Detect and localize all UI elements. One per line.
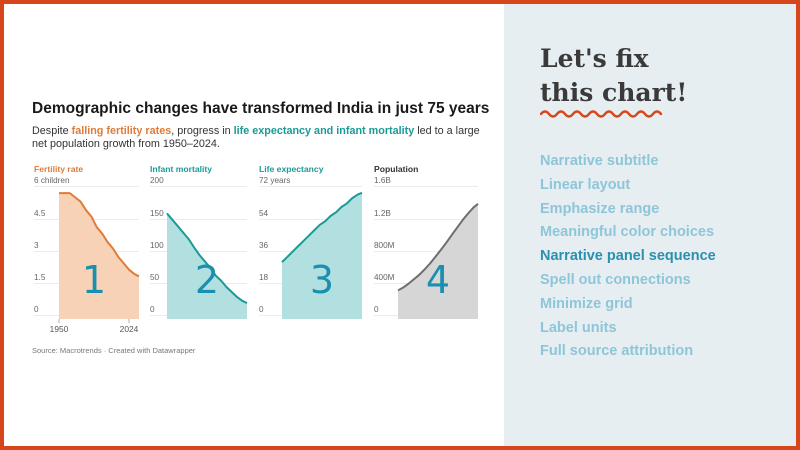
panel-1: Fertility rate 6 children 4.5 3 1.5 0 1 1950 202… <box>34 164 140 334</box>
y-tick-label: 0 <box>34 305 39 314</box>
y-tick-label: 1.6B <box>374 176 391 185</box>
series-line <box>166 212 248 304</box>
y-tick-label: 400M <box>374 273 395 282</box>
subtitle-highlight-fertility: falling fertility rates <box>71 125 172 137</box>
source-note: Source: Macrotrends · Created with Dataw… <box>32 346 196 355</box>
panel-number-annotation: 4 <box>426 258 450 302</box>
series-area <box>167 213 247 319</box>
panel-number-annotation: 3 <box>310 258 334 302</box>
checklist-item: Spell out connections <box>540 271 691 288</box>
subtitle-text-1: Despite <box>32 125 72 137</box>
series-line <box>281 191 363 263</box>
slide-heading-line-2: this chart! <box>540 78 688 107</box>
panel-2: Infant mortality 200 150 100 50 0 2 <box>150 164 248 319</box>
y-tick-label: 1.5 <box>34 273 46 282</box>
panel-3: Life expectancy 72 years 54 36 18 0 3 <box>259 164 363 319</box>
checklist-item: Minimize grid <box>540 295 633 312</box>
checklist-item: Linear layout <box>540 176 631 193</box>
y-tick-label: 100 <box>150 241 164 250</box>
x-tick-label: 2024 <box>120 324 139 334</box>
y-tick-label: 50 <box>150 273 160 282</box>
subtitle-highlight-life-mortality: life expectancy and infant mortality <box>233 125 415 137</box>
checklist-panel: Let's fix this chart! Narrative subtitle … <box>504 4 796 446</box>
y-tick-label: 800M <box>374 241 395 250</box>
series-line <box>59 192 140 278</box>
panel-title: Infant mortality <box>150 164 212 174</box>
x-tick-label: 1950 <box>50 324 69 334</box>
y-tick-label: 0 <box>150 305 155 314</box>
panel-number-annotation: 1 <box>82 258 106 302</box>
slide-heading: Let's fix this chart! <box>540 42 687 110</box>
checklist-item: Label units <box>540 319 617 336</box>
series-line <box>397 203 479 292</box>
panel-number-annotation: 2 <box>195 258 219 302</box>
y-tick-label: 54 <box>259 209 269 218</box>
y-tick-label: 6 children <box>34 176 70 185</box>
wavy-underline <box>540 110 663 118</box>
y-tick-label: 18 <box>259 273 269 282</box>
checklist: Narrative subtitle Linear layout Emphasi… <box>540 150 716 364</box>
panel-title: Fertility rate <box>34 164 83 174</box>
subtitle-text-3: led to a large net population growth fro… <box>32 125 480 150</box>
y-tick-label: 4.5 <box>34 209 46 218</box>
panel-title: Life expectancy <box>259 164 324 174</box>
chart-subtitle: Despite falling fertility rates, progres… <box>32 125 494 151</box>
checklist-item: Meaningful color choices <box>540 224 715 241</box>
y-tick-label: 150 <box>150 209 164 218</box>
checklist-item-active: Narrative panel sequence <box>540 248 716 265</box>
series-area <box>398 203 478 319</box>
series-area <box>282 192 362 319</box>
y-tick-label: 200 <box>150 176 164 185</box>
chart-title: Demographic changes have transformed Ind… <box>32 100 490 117</box>
small-multiples: Fertility rate 6 children 4.5 3 1.5 0 1 1950 202… <box>4 159 504 339</box>
y-tick-label: 1.2B <box>374 209 391 218</box>
y-tick-label: 3 <box>34 241 39 250</box>
series-area <box>59 193 139 319</box>
chart-area: Demographic changes have transformed Ind… <box>4 4 504 446</box>
y-tick-label: 36 <box>259 241 269 250</box>
checklist-item: Full source attribution <box>540 343 694 360</box>
subtitle-text-2: , progress in <box>171 125 234 137</box>
slide-heading-line-1: Let's fix <box>540 44 649 73</box>
y-tick-label: 72 years <box>259 176 290 185</box>
panel-title: Population <box>374 164 418 174</box>
y-tick-label: 0 <box>374 305 379 314</box>
checklist-item: Narrative subtitle <box>540 153 659 169</box>
y-tick-label: 0 <box>259 305 264 314</box>
panel-4: Population 1.6B 1.2B 800M 400M 0 4 <box>374 164 479 319</box>
checklist-item: Emphasize range <box>540 200 660 217</box>
